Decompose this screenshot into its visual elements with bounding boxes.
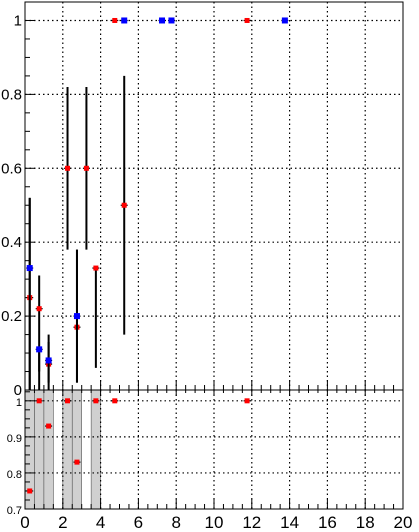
data-point-series-0-3 <box>65 398 71 404</box>
data-point-series-0-4 <box>74 459 80 465</box>
shaded-bin-5 <box>90 389 101 510</box>
data-point-series-0-7 <box>244 398 250 404</box>
y-tick-label: 0.8 <box>7 469 22 481</box>
x-tick-label: 2 <box>58 513 67 532</box>
data-point-series-0-6 <box>112 398 118 404</box>
x-tick-label: 8 <box>171 513 180 532</box>
ratio-panel: 0.70.80.910 2 4 6 8 10 12 14 16 18 20 <box>7 389 413 532</box>
x-tick-label: 14 <box>280 513 299 532</box>
shaded-bin-4 <box>71 389 82 510</box>
y-tick-label: 0.7 <box>7 505 22 517</box>
data-point-series-0-6 <box>93 265 99 271</box>
data-point-series-0-8 <box>121 202 127 208</box>
y-tick-label: 0.4 <box>1 234 22 251</box>
data-point-series-1-2 <box>45 357 52 364</box>
data-point-series-0-5 <box>93 398 99 404</box>
data-point-series-0-3 <box>65 165 71 171</box>
x-tick-label: 12 <box>242 513 261 532</box>
y-tick-label: 0.8 <box>1 86 22 103</box>
x-tick-label: 0 <box>20 513 29 532</box>
data-point-series-1-4 <box>121 17 128 24</box>
x-tick-label: 10 <box>205 513 224 532</box>
shaded-bin-2 <box>43 389 54 510</box>
data-point-series-0-2 <box>46 423 52 429</box>
y-tick-label: 0 <box>14 382 22 399</box>
data-point-series-0-0 <box>27 488 33 494</box>
shaded-bin-3 <box>62 389 73 510</box>
data-point-series-1-1 <box>36 346 43 353</box>
data-point-series-0-9 <box>244 17 250 23</box>
data-point-series-1-7 <box>281 17 288 24</box>
x-tick-label: 20 <box>394 513 413 532</box>
y-tick-label: 0.9 <box>7 433 22 445</box>
data-point-series-1-6 <box>168 17 175 24</box>
x-tick-label: 16 <box>318 513 337 532</box>
x-tick-label: 6 <box>134 513 143 532</box>
y-tick-label: 1 <box>14 12 22 29</box>
y-tick-label: 0.2 <box>1 308 22 325</box>
data-point-series-0-1 <box>36 306 42 312</box>
y-tick-label: 0.6 <box>1 160 22 177</box>
efficiency-panel: 0 0.2 0.4 0.6 0.8 1 <box>1 1 404 399</box>
x-tick-label: 18 <box>356 513 375 532</box>
y-tick-label: 1 <box>16 397 22 409</box>
x-tick-label: 4 <box>96 513 105 532</box>
data-point-series-0-1 <box>36 398 42 404</box>
data-point-series-0-5 <box>83 165 89 171</box>
data-point-series-1-0 <box>26 265 33 272</box>
data-point-series-0-7 <box>112 17 118 23</box>
data-point-series-1-5 <box>159 17 166 24</box>
data-point-series-1-3 <box>73 313 80 320</box>
shaded-bin-1 <box>34 389 45 510</box>
